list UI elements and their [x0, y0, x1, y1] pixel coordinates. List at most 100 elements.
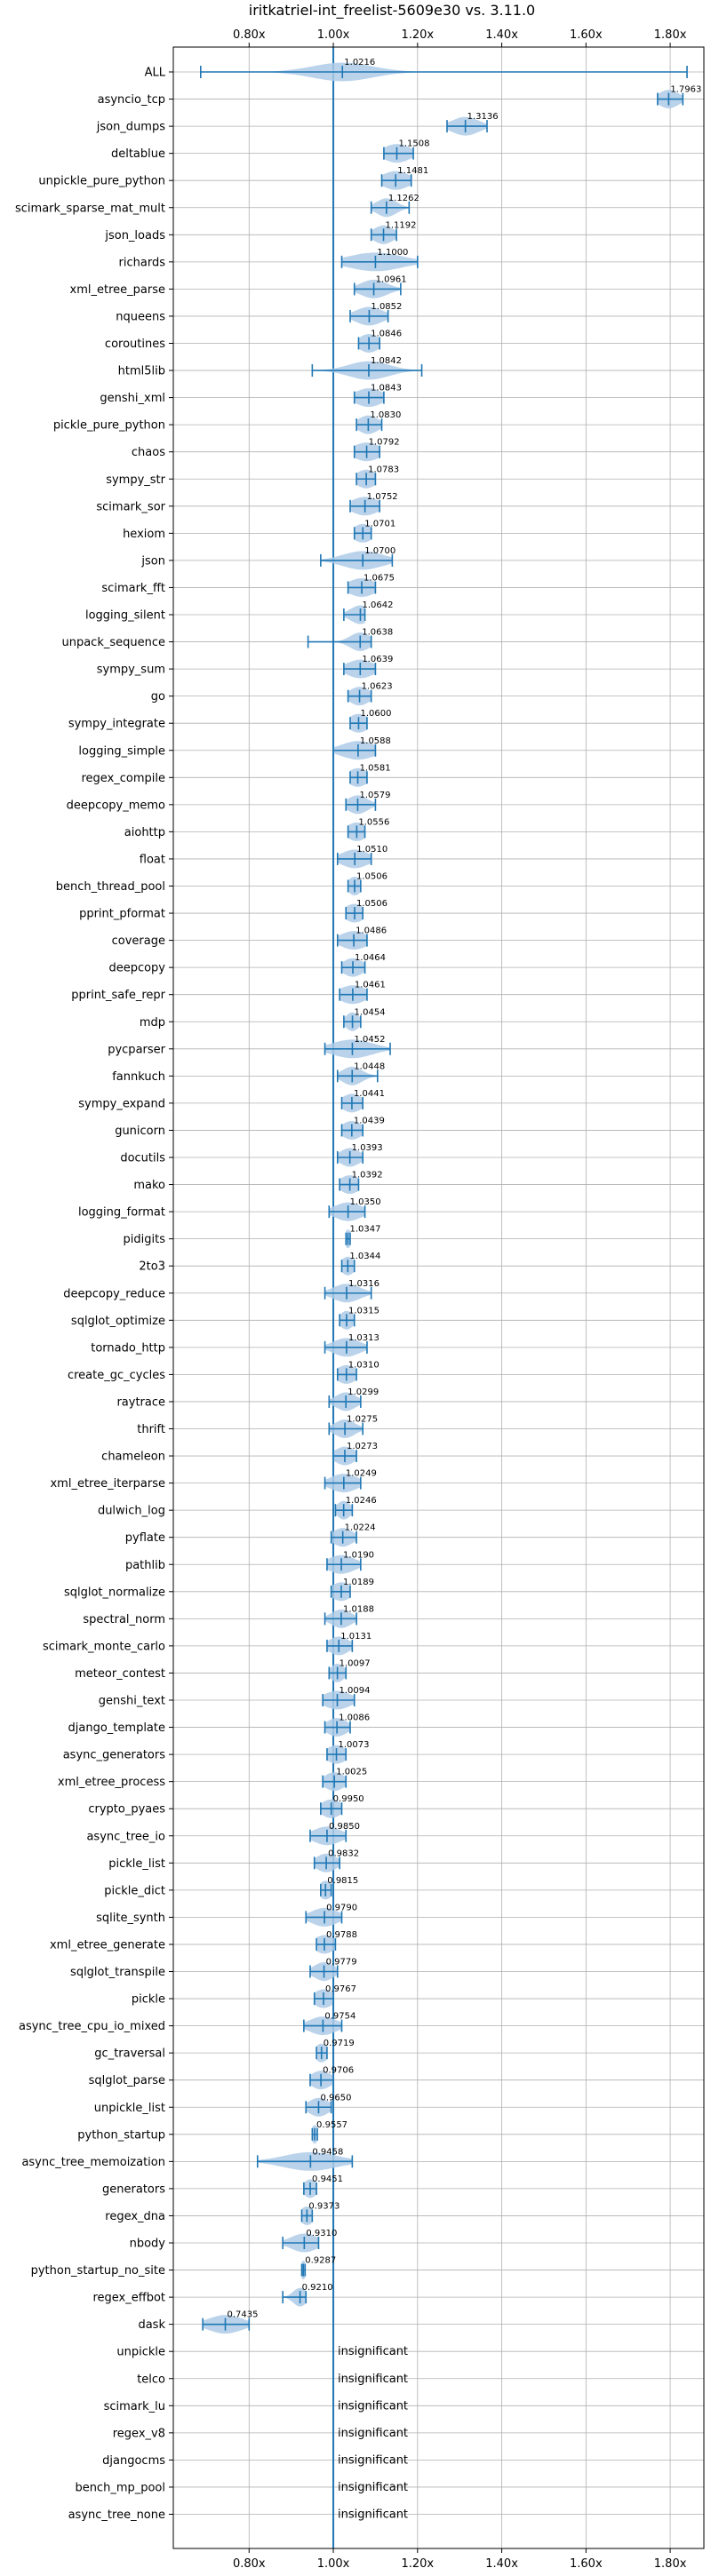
value-label: 1.0189	[343, 1578, 374, 1587]
value-label: 1.0700	[364, 546, 395, 556]
value-label: 1.0454	[355, 1007, 386, 1017]
y-tick-label: async_generators	[63, 1749, 166, 1762]
value-label: 1.0216	[344, 58, 375, 68]
plot-frame	[172, 46, 705, 2549]
value-label: 1.0842	[371, 356, 402, 366]
y-tick-label: fannkuch	[112, 1070, 165, 1084]
y-tick-label: tornado_http	[91, 1341, 165, 1355]
x-tick-label-top: 1.00x	[317, 28, 350, 42]
value-label: 1.0025	[336, 1768, 367, 1777]
value-label: 1.0392	[352, 1171, 383, 1181]
value-label: 0.9287	[305, 2256, 336, 2266]
insignificant-label: insignificant	[338, 2481, 408, 2494]
value-label: 1.0486	[356, 926, 387, 936]
y-tick-label: unpickle_list	[94, 2102, 165, 2115]
y-tick-label: spectral_norm	[83, 1613, 165, 1626]
x-tick-label-bottom: 1.80x	[654, 2557, 687, 2571]
y-tick-label: unpickle	[116, 2346, 165, 2359]
y-tick-label: logging_silent	[85, 609, 165, 623]
y-tick-label: pickle_dict	[104, 1884, 165, 1897]
y-tick-label: generators	[102, 2182, 165, 2196]
y-tick-label: json_dumps	[96, 121, 165, 134]
y-tick-label: create_gc_cycles	[68, 1369, 165, 1382]
value-label: 1.0190	[343, 1550, 374, 1560]
y-tick-label: scimark_sparse_mat_mult	[15, 202, 165, 215]
y-tick-label: meteor_contest	[75, 1667, 165, 1681]
y-tick-label: 2to3	[139, 1260, 165, 1274]
value-label: 1.1262	[388, 194, 419, 203]
y-tick-label: sqlglot_normalize	[64, 1586, 165, 1599]
y-tick-label: deltablue	[111, 147, 165, 161]
value-label: 0.9719	[324, 2039, 355, 2048]
value-label: 1.0299	[348, 1387, 379, 1397]
grid-layer	[173, 47, 704, 2548]
y-tick-label: pycparser	[108, 1043, 165, 1056]
value-label: 1.0273	[347, 1442, 378, 1451]
value-label: 1.0642	[362, 600, 393, 610]
value-label: 0.9790	[326, 1903, 357, 1912]
value-label: 1.7963	[670, 85, 701, 95]
y-tick-label: scimark_lu	[104, 2400, 165, 2413]
value-label: 1.0843	[371, 384, 402, 394]
axis-layer: 0.80x 0.80x 1.00x 1.00x 1.20x 1.20x 1.40x 1.40x…	[15, 28, 687, 2571]
y-tick-label: async_tree_none	[68, 2508, 165, 2522]
value-label: 1.0347	[349, 1225, 380, 1235]
value-label: 0.7435	[228, 2310, 259, 2320]
value-label: 0.9458	[312, 2147, 343, 2157]
y-tick-label: async_tree_cpu_io_mixed	[19, 2020, 165, 2033]
value-label: 1.0452	[354, 1035, 385, 1045]
y-tick-label: pprint_safe_repr	[71, 989, 165, 1002]
value-label: 0.9815	[327, 1876, 358, 1886]
insignificant-label: insignificant	[338, 2427, 408, 2440]
x-tick-label-top: 0.80x	[233, 28, 266, 42]
x-tick-label-top: 1.60x	[570, 28, 603, 42]
y-tick-label: async_tree_io	[86, 1830, 165, 1843]
y-tick-label: regex_compile	[81, 772, 165, 785]
value-label: 1.0441	[354, 1089, 385, 1099]
y-tick-label: sqlglot_optimize	[71, 1315, 165, 1328]
insignificant-label: insignificant	[338, 2508, 408, 2522]
y-tick-label: xml_etree_parse	[70, 283, 165, 297]
x-tick-label-bottom: 1.20x	[401, 2557, 434, 2571]
value-label: 1.0188	[343, 1604, 374, 1614]
value-label: 1.0316	[348, 1279, 379, 1289]
y-tick-label: coverage	[112, 934, 165, 948]
value-label: 0.9788	[326, 1930, 357, 1940]
value-label: 0.9373	[308, 2201, 340, 2211]
y-tick-label: regex_effbot	[92, 2292, 165, 2305]
y-tick-label: xml_etree_process	[58, 1776, 165, 1789]
value-label: 1.0830	[370, 410, 401, 420]
value-label: 1.0752	[367, 492, 398, 502]
value-label: 1.0846	[371, 330, 402, 339]
y-tick-label: sympy_sum	[97, 664, 165, 677]
y-tick-label: nqueens	[116, 310, 165, 323]
y-tick-label: gunicorn	[115, 1125, 165, 1138]
value-label: 0.9451	[312, 2174, 343, 2184]
value-label: 1.0701	[364, 519, 395, 529]
value-label: 1.0094	[340, 1686, 371, 1696]
value-label: 0.9210	[302, 2283, 333, 2293]
y-tick-label: genshi_text	[99, 1695, 165, 1708]
value-label: 0.9706	[323, 2066, 354, 2076]
y-tick-label: python_startup_no_site	[31, 2264, 165, 2278]
y-tick-label: genshi_xml	[100, 392, 165, 405]
y-tick-label: regex_v8	[113, 2427, 165, 2440]
value-label: 1.0073	[339, 1740, 370, 1750]
value-label: 0.9779	[326, 1958, 357, 1968]
value-label: 1.0313	[348, 1333, 379, 1343]
insignificant-label: insignificant	[338, 2453, 408, 2467]
x-tick-label-top: 1.20x	[401, 28, 434, 42]
y-tick-label: go	[151, 690, 165, 704]
value-label: 1.1481	[397, 166, 428, 176]
value-label: 1.0249	[346, 1469, 377, 1479]
y-tick-label: unpack_sequence	[61, 636, 165, 649]
value-label: 0.9950	[333, 1794, 364, 1804]
y-tick-label: mdp	[140, 1016, 165, 1030]
value-label: 0.9650	[320, 2093, 351, 2103]
y-tick-label: dask	[138, 2318, 165, 2332]
value-label: 1.0464	[355, 953, 386, 963]
y-tick-label: unpickle_pure_python	[38, 175, 165, 188]
y-tick-label: docutils	[120, 1152, 165, 1165]
y-tick-label: chaos	[132, 446, 165, 459]
y-tick-label: raytrace	[116, 1395, 165, 1409]
